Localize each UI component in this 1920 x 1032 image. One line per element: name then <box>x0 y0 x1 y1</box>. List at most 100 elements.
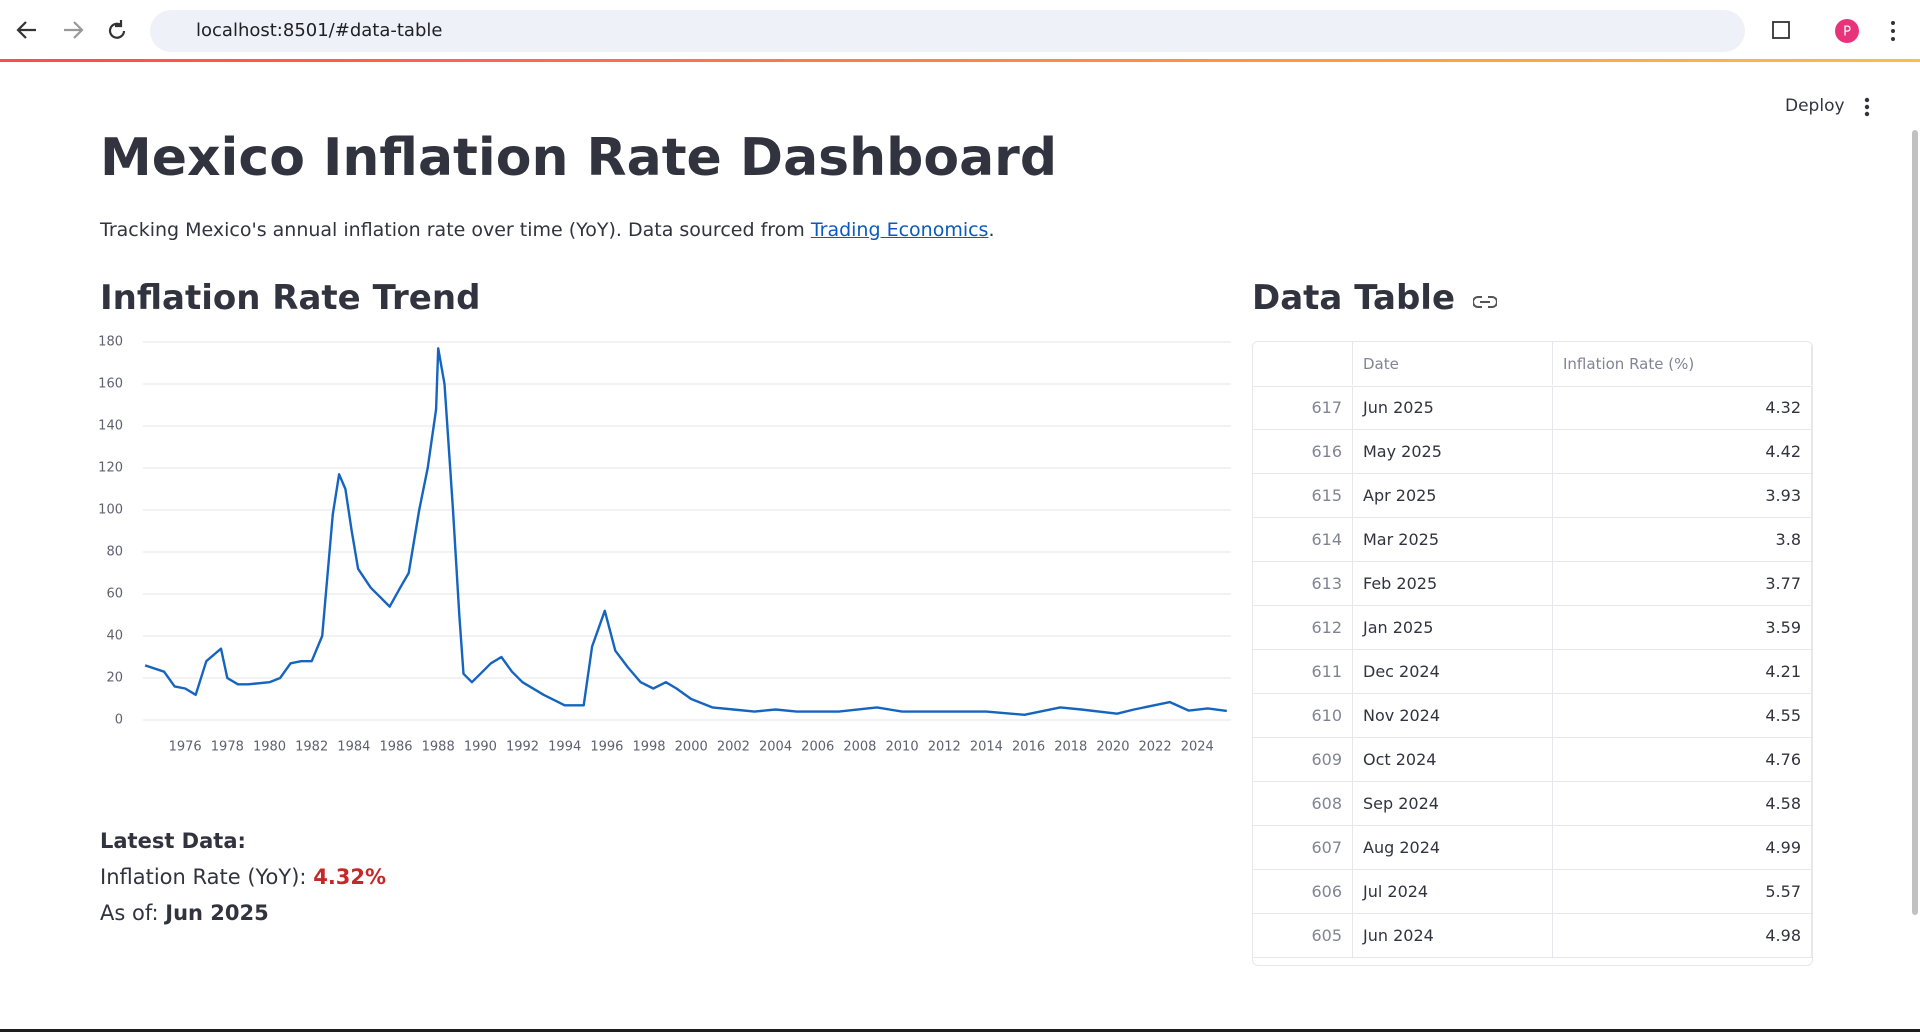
x-tick-label: 2024 <box>1181 740 1214 755</box>
table-cell[interactable]: Oct 2024 <box>1353 738 1553 781</box>
table-row: 615 Apr 2025 3.93 <box>1253 474 1812 518</box>
index-header <box>1253 342 1353 385</box>
profile-avatar[interactable] <box>1835 19 1859 43</box>
y-tick-label: 60 <box>106 587 123 602</box>
x-tick-label: 2004 <box>759 740 792 755</box>
x-tick-label: 1982 <box>295 740 328 755</box>
source-link[interactable]: Trading Economics <box>810 219 989 241</box>
table-row: 612 Jan 2025 3.59 <box>1253 606 1812 650</box>
column-header[interactable]: Inflation Rate (%) <box>1553 342 1812 385</box>
x-tick-label: 1994 <box>548 740 581 755</box>
latest-date: As of: Jun 2025 <box>100 895 386 931</box>
table-cell[interactable]: 3.8 <box>1553 518 1812 561</box>
row-index: 605 <box>1253 914 1353 957</box>
table-row: 613 Feb 2025 3.77 <box>1253 562 1812 606</box>
x-tick-label: 1996 <box>590 740 623 755</box>
deploy-button[interactable]: Deploy <box>1785 96 1845 116</box>
x-tick-label: 2000 <box>675 740 708 755</box>
rate-label: Inflation Rate (YoY): <box>100 865 307 889</box>
x-tick-label: 2002 <box>717 740 750 755</box>
table-cell[interactable]: 4.76 <box>1553 738 1812 781</box>
scrollbar[interactable] <box>1912 130 1918 915</box>
row-index: 609 <box>1253 738 1353 781</box>
x-tick-label: 1998 <box>632 740 665 755</box>
table-cell[interactable]: Mar 2025 <box>1353 518 1553 561</box>
row-index: 616 <box>1253 430 1353 473</box>
table-cell[interactable]: 4.21 <box>1553 650 1812 693</box>
y-tick-label: 40 <box>106 629 123 644</box>
anchor-link[interactable] <box>1471 295 1498 309</box>
url[interactable]: localhost:8501/#data-table <box>196 20 443 41</box>
table-row: 611 Dec 2024 4.21 <box>1253 650 1812 694</box>
table-cell[interactable]: 4.98 <box>1553 914 1812 957</box>
table-cell[interactable]: 3.77 <box>1553 562 1812 605</box>
x-tick-label: 1980 <box>253 740 286 755</box>
rate-value: 4.32% <box>313 865 387 889</box>
column-header[interactable]: Date <box>1353 342 1553 385</box>
x-tick-label: 1976 <box>169 740 202 755</box>
latest-data: Latest Data: Inflation Rate (YoY): 4.32%… <box>100 823 386 931</box>
table-cell[interactable]: Apr 2025 <box>1353 474 1553 517</box>
table-cell[interactable]: 3.59 <box>1553 606 1812 649</box>
x-tick-label: 1986 <box>379 740 412 755</box>
menu[interactable] <box>1891 21 1895 41</box>
row-index: 615 <box>1253 474 1353 517</box>
y-tick-label: 180 <box>98 335 123 350</box>
table-row: 616 May 2025 4.42 <box>1253 430 1812 474</box>
x-tick-label: 2020 <box>1096 740 1129 755</box>
table-cell[interactable]: Jun 2025 <box>1353 386 1553 429</box>
table-cell[interactable]: Jun 2024 <box>1353 914 1553 957</box>
back-button[interactable] <box>16 21 36 39</box>
row-index: 607 <box>1253 826 1353 869</box>
latest-rate: Inflation Rate (YoY): 4.32% <box>100 859 386 895</box>
page-title: Mexico Inflation Rate Dashboard <box>100 128 1058 188</box>
y-tick-label: 20 <box>106 671 123 686</box>
table-cell[interactable]: May 2025 <box>1353 430 1553 473</box>
chart-title: Inflation Rate Trend <box>100 278 481 318</box>
table-cell[interactable]: 4.32 <box>1553 386 1812 429</box>
main-menu[interactable] <box>1862 96 1872 120</box>
table-cell[interactable]: Feb 2025 <box>1353 562 1553 605</box>
forward-button[interactable] <box>64 21 84 39</box>
table-cell[interactable]: 4.55 <box>1553 694 1812 737</box>
table-title-text: Data Table <box>1252 278 1456 318</box>
table-cell[interactable]: Nov 2024 <box>1353 694 1553 737</box>
table-cell[interactable]: Dec 2024 <box>1353 650 1553 693</box>
y-tick-label: 160 <box>98 377 123 392</box>
description-text: Tracking Mexico's annual inflation rate … <box>100 219 811 241</box>
address-bar[interactable] <box>150 10 1745 52</box>
date-value: Jun 2025 <box>165 901 269 925</box>
table-cell[interactable]: 4.58 <box>1553 782 1812 825</box>
row-index: 610 <box>1253 694 1353 737</box>
row-index: 614 <box>1253 518 1353 561</box>
table-row: 607 Aug 2024 4.99 <box>1253 826 1812 870</box>
table-title: Data Table <box>1252 278 1498 318</box>
x-tick-label: 2022 <box>1139 740 1172 755</box>
table-cell[interactable]: Sep 2024 <box>1353 782 1553 825</box>
table-cell[interactable]: 3.93 <box>1553 474 1812 517</box>
x-tick-label: 1984 <box>337 740 370 755</box>
extensions[interactable] <box>1772 21 1790 39</box>
row-index: 606 <box>1253 870 1353 913</box>
y-tick-label: 140 <box>98 419 123 434</box>
description: Tracking Mexico's annual inflation rate … <box>100 219 995 241</box>
table-cell[interactable]: Aug 2024 <box>1353 826 1553 869</box>
table-cell[interactable]: Jan 2025 <box>1353 606 1553 649</box>
reload-button[interactable] <box>108 20 126 39</box>
table-cell[interactable]: 5.57 <box>1553 870 1812 913</box>
row-index: 608 <box>1253 782 1353 825</box>
table-row: 617 Jun 2025 4.32 <box>1253 386 1812 430</box>
table-row: 614 Mar 2025 3.8 <box>1253 518 1812 562</box>
x-tick-label: 2012 <box>928 740 961 755</box>
latest-heading: Latest Data: <box>100 829 246 853</box>
bottom-edge <box>0 1029 1920 1032</box>
line-series <box>144 347 1227 716</box>
table-row: 605 Jun 2024 4.98 <box>1253 914 1812 958</box>
x-tick-label: 1992 <box>506 740 539 755</box>
data-table[interactable]: Date Inflation Rate (%) 617 Jun 2025 4.32 616… <box>1252 341 1813 966</box>
table-cell[interactable]: 4.99 <box>1553 826 1812 869</box>
table-row: 608 Sep 2024 4.58 <box>1253 782 1812 826</box>
table-cell[interactable]: Jul 2024 <box>1353 870 1553 913</box>
table-cell[interactable]: 4.42 <box>1553 430 1812 473</box>
